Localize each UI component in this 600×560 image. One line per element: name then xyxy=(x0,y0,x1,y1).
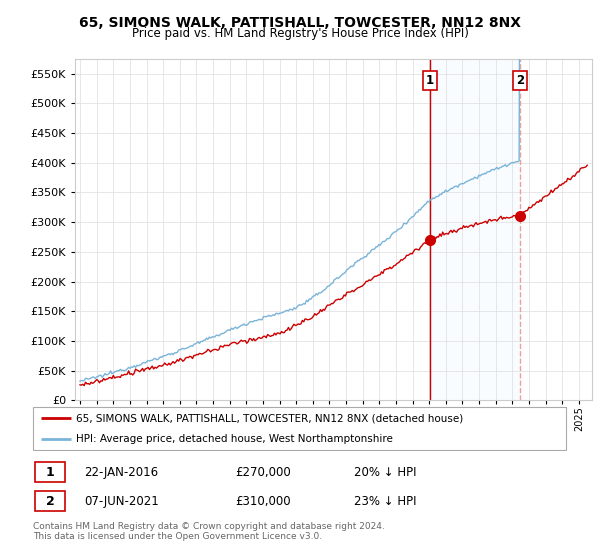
FancyBboxPatch shape xyxy=(35,491,65,511)
Text: Contains HM Land Registry data © Crown copyright and database right 2024.
This d: Contains HM Land Registry data © Crown c… xyxy=(33,522,385,542)
Text: HPI: Average price, detached house, West Northamptonshire: HPI: Average price, detached house, West… xyxy=(76,433,393,444)
Text: 65, SIMONS WALK, PATTISHALL, TOWCESTER, NN12 8NX (detached house): 65, SIMONS WALK, PATTISHALL, TOWCESTER, … xyxy=(76,413,463,423)
Text: 23% ↓ HPI: 23% ↓ HPI xyxy=(354,494,416,507)
Text: Price paid vs. HM Land Registry's House Price Index (HPI): Price paid vs. HM Land Registry's House … xyxy=(131,27,469,40)
Text: 1: 1 xyxy=(426,74,434,87)
Text: £270,000: £270,000 xyxy=(235,466,291,479)
FancyBboxPatch shape xyxy=(35,462,65,482)
FancyBboxPatch shape xyxy=(33,407,566,450)
Bar xyxy=(430,59,520,400)
Text: £310,000: £310,000 xyxy=(235,494,291,507)
Text: 07-JUN-2021: 07-JUN-2021 xyxy=(84,494,159,507)
Text: 20% ↓ HPI: 20% ↓ HPI xyxy=(354,466,416,479)
Text: 2: 2 xyxy=(46,494,55,507)
Text: 1: 1 xyxy=(46,466,55,479)
Text: 2: 2 xyxy=(515,74,524,87)
Text: 22-JAN-2016: 22-JAN-2016 xyxy=(84,466,158,479)
Text: 65, SIMONS WALK, PATTISHALL, TOWCESTER, NN12 8NX: 65, SIMONS WALK, PATTISHALL, TOWCESTER, … xyxy=(79,16,521,30)
